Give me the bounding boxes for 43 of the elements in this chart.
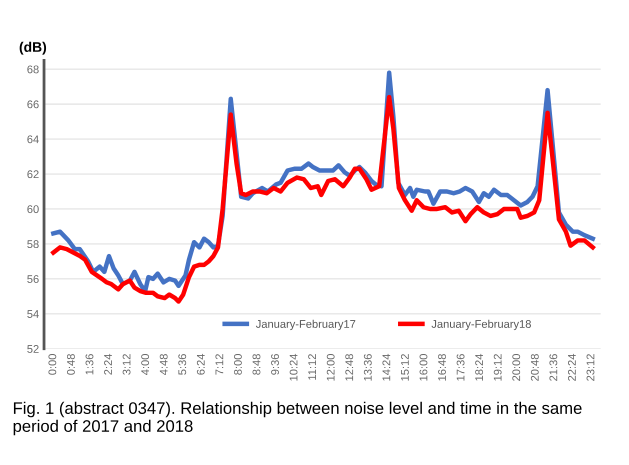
x-tick-label: 18:24 <box>475 354 484 381</box>
x-tick-label: 9:36 <box>271 354 279 375</box>
x-tick-label: 20:48 <box>530 354 539 381</box>
x-tick-label: 20:00 <box>512 354 520 381</box>
x-tick-label: 3:12 <box>122 354 131 375</box>
x-tick-label: 1:36 <box>86 354 94 374</box>
x-tick-label: 12:00 <box>326 354 335 381</box>
y-tick-label: 62 <box>27 170 39 178</box>
y-tick-label: 56 <box>27 275 39 283</box>
y-tick-label: 64 <box>27 135 39 144</box>
x-tick-label: 12:48 <box>345 354 354 381</box>
x-tick-label: 4:00 <box>141 354 150 375</box>
x-tick-label: 14:24 <box>382 354 390 381</box>
x-tick-label: 5:36 <box>178 354 186 375</box>
x-tick-label: 10:24 <box>290 354 298 381</box>
caption: Fig. 1 (abstract 0347). Relationship between noise level and time in the same period of 2017 and 2018 <box>14 402 582 436</box>
x-tick-label: 23:12 <box>586 354 594 381</box>
x-tick-label: 16:00 <box>420 354 428 381</box>
x-tick-label: 16:48 <box>438 354 446 381</box>
legend-label: January-February18 <box>432 320 531 330</box>
y-tick-label: 68 <box>27 65 39 74</box>
x-tick-label: 2:24 <box>104 354 112 375</box>
x-tick-label: 22:24 <box>568 354 576 381</box>
legend-label: January-February17 <box>256 320 356 330</box>
x-tick-label: 11:12 <box>308 354 316 380</box>
y-tick-label: 54 <box>27 310 39 318</box>
x-tick-label: 6:24 <box>196 354 205 375</box>
y-tick-label: 60 <box>27 205 39 214</box>
x-tick-label: 0:48 <box>66 354 75 375</box>
x-tick-label: 21:36 <box>549 354 558 381</box>
y-tick-label: 66 <box>27 100 39 108</box>
x-tick-label: 7:12 <box>215 354 224 375</box>
x-tick-label: 17:36 <box>456 354 465 381</box>
x-tick-label: 8:48 <box>252 354 260 375</box>
x-tick-label: 19:12 <box>494 354 502 381</box>
y-axis-title: (dB) <box>20 42 46 55</box>
x-tick-label: 4:48 <box>160 354 168 375</box>
x-tick-label: 15:12 <box>400 354 409 381</box>
x-tick-label: 8:00 <box>234 354 242 375</box>
x-tick-label: 13:36 <box>364 354 372 381</box>
y-tick-label: 52 <box>27 345 39 353</box>
y-tick-label: 58 <box>27 240 39 248</box>
x-tick-label: 0:00 <box>48 354 56 375</box>
